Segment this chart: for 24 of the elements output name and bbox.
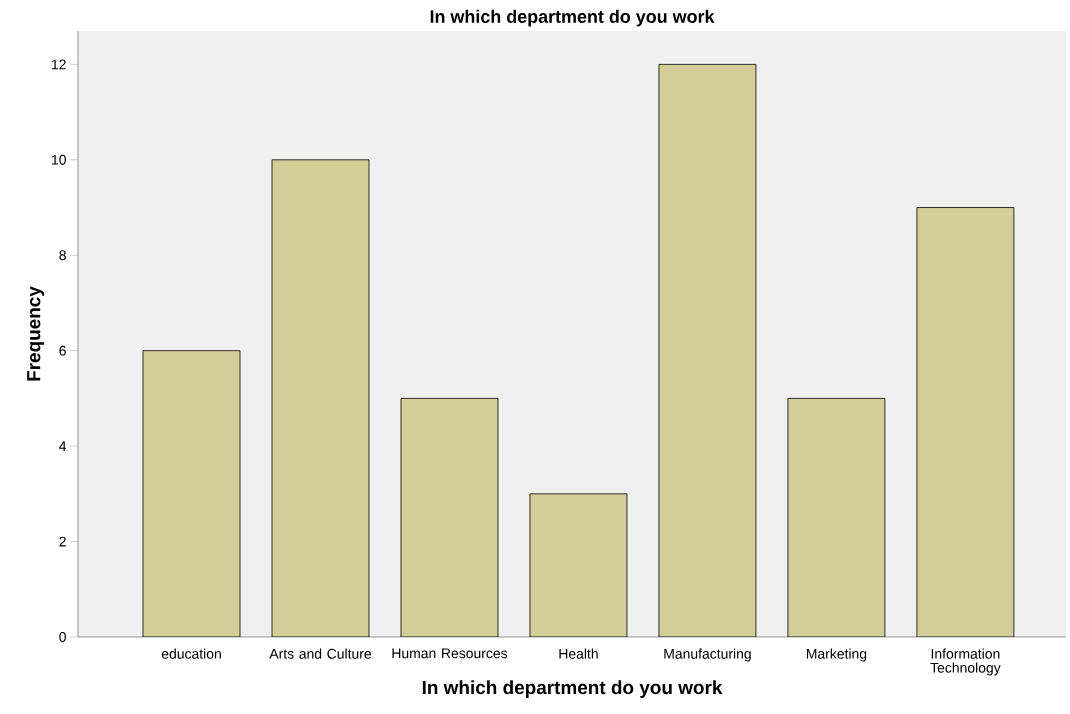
bar — [529, 493, 628, 637]
x-tick-label: Human Resources — [392, 648, 508, 659]
y-tick-label: 12 — [52, 59, 66, 70]
y-tick-label: 6 — [59, 345, 66, 356]
bar — [916, 207, 1015, 637]
x-tick-label: Manufacturing — [664, 648, 751, 662]
bar — [142, 350, 241, 637]
y-tick-label: 4 — [59, 441, 67, 451]
x-tick-label: Arts and Culture — [269, 648, 372, 659]
y-tick-label: 10 — [52, 154, 66, 165]
y-tick-label: 0 — [59, 632, 66, 642]
x-axis-title: In which department do you work — [422, 680, 723, 698]
bar — [271, 159, 370, 637]
y-tick-label: 8 — [59, 250, 66, 261]
x-tick-label: education — [161, 648, 221, 659]
bar — [787, 398, 886, 637]
x-tick-label: Information Technology — [930, 648, 1001, 676]
chart-title: In which department do you work — [430, 9, 715, 27]
bar — [400, 398, 499, 637]
y-tick-label: 2 — [59, 536, 66, 547]
x-tick-label: Health — [559, 648, 598, 659]
x-tick-label: Marketing — [806, 648, 867, 662]
y-axis-title: Frequency — [27, 286, 45, 381]
bar — [658, 63, 757, 637]
